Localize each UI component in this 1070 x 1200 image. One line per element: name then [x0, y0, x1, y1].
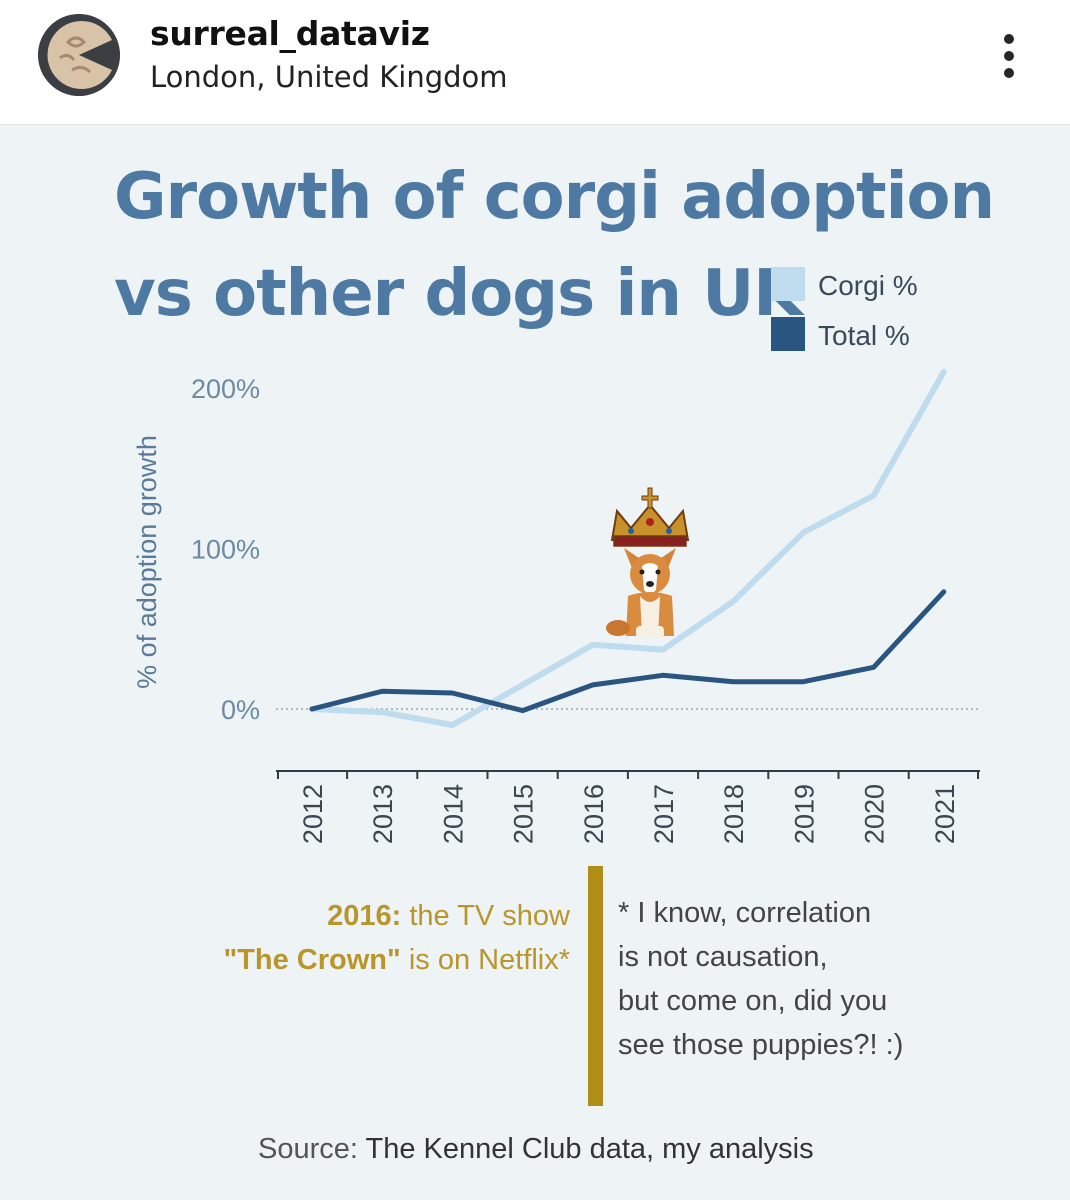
legend-swatch-corgi [771, 267, 805, 301]
annotation-year: 2016: [327, 900, 402, 932]
more-vertical-icon [1004, 34, 1014, 44]
footnote-line: * I know, correlation [618, 897, 872, 929]
source-caption: Source: The Kennel Club data, my analysi… [258, 1133, 814, 1166]
annotation-text-1: the TV show [401, 900, 570, 932]
legend-label-total: Total % [818, 320, 910, 351]
annotation-divider [588, 866, 603, 1106]
y-tick-label: 200% [191, 374, 260, 404]
x-tick-label: 2018 [719, 784, 749, 844]
x-tick-label: 2020 [860, 784, 890, 844]
more-dot [1004, 68, 1014, 78]
legend-label-corgi: Corgi % [818, 270, 918, 301]
x-tick-label: 2021 [930, 784, 960, 844]
y-ticks: 0% 100% 200% [191, 374, 260, 725]
x-tick-label: 2016 [579, 784, 609, 844]
avatar-pie-icon [38, 14, 120, 96]
chart-title-line-1: Growth of corgi adoption [114, 160, 995, 234]
annotation-line-1: 2016: the TV show [327, 900, 570, 933]
source-text: The Kennel Club data, my analysis [357, 1133, 814, 1165]
annotation-line-2: "The Crown" is on Netflix* [223, 944, 570, 977]
y-axis-title: % of adoption growth [132, 435, 162, 689]
x-axis: 2012 2013 2014 2015 2016 2017 2018 2019 2020 2021 [276, 770, 980, 844]
x-tick-label: 2019 [789, 784, 819, 844]
location[interactable]: London, United Kingdom [150, 60, 508, 94]
y-tick-label: 0% [221, 695, 260, 725]
post-image [0, 125, 1070, 1200]
x-tick-label: 2017 [649, 784, 679, 844]
more-dot [1004, 51, 1014, 61]
chart-title-line-2: vs other dogs in UK [114, 257, 803, 331]
post-header: surreal_dataviz London, United Kingdom [0, 0, 1070, 125]
footnote-line: see those puppies?! :) [618, 1029, 904, 1061]
more-options-button[interactable] [990, 30, 1030, 84]
legend-swatch-total [771, 317, 805, 351]
series-line-corgi [309, 368, 947, 728]
y-tick-label: 100% [191, 535, 260, 565]
footnote-line: but come on, did you [618, 985, 888, 1017]
annotation-text-2: is on Netflix* [400, 944, 570, 976]
username[interactable]: surreal_dataviz [150, 14, 430, 53]
series-lines [309, 368, 947, 728]
x-tick-label: 2012 [298, 784, 328, 844]
x-tick-label: 2013 [368, 784, 398, 844]
avatar[interactable] [38, 14, 120, 96]
series-line-total [309, 589, 947, 714]
source-prefix: Source: [258, 1133, 358, 1165]
annotation-show-name: "The Crown" [223, 944, 401, 976]
footnote-line: is not causation, [618, 941, 828, 973]
x-tick-label: 2015 [509, 784, 539, 844]
y-axis-title-group: % of adoption growth [132, 435, 162, 689]
x-tick-label: 2014 [438, 784, 468, 844]
crowned-corgi-icon [606, 487, 690, 638]
